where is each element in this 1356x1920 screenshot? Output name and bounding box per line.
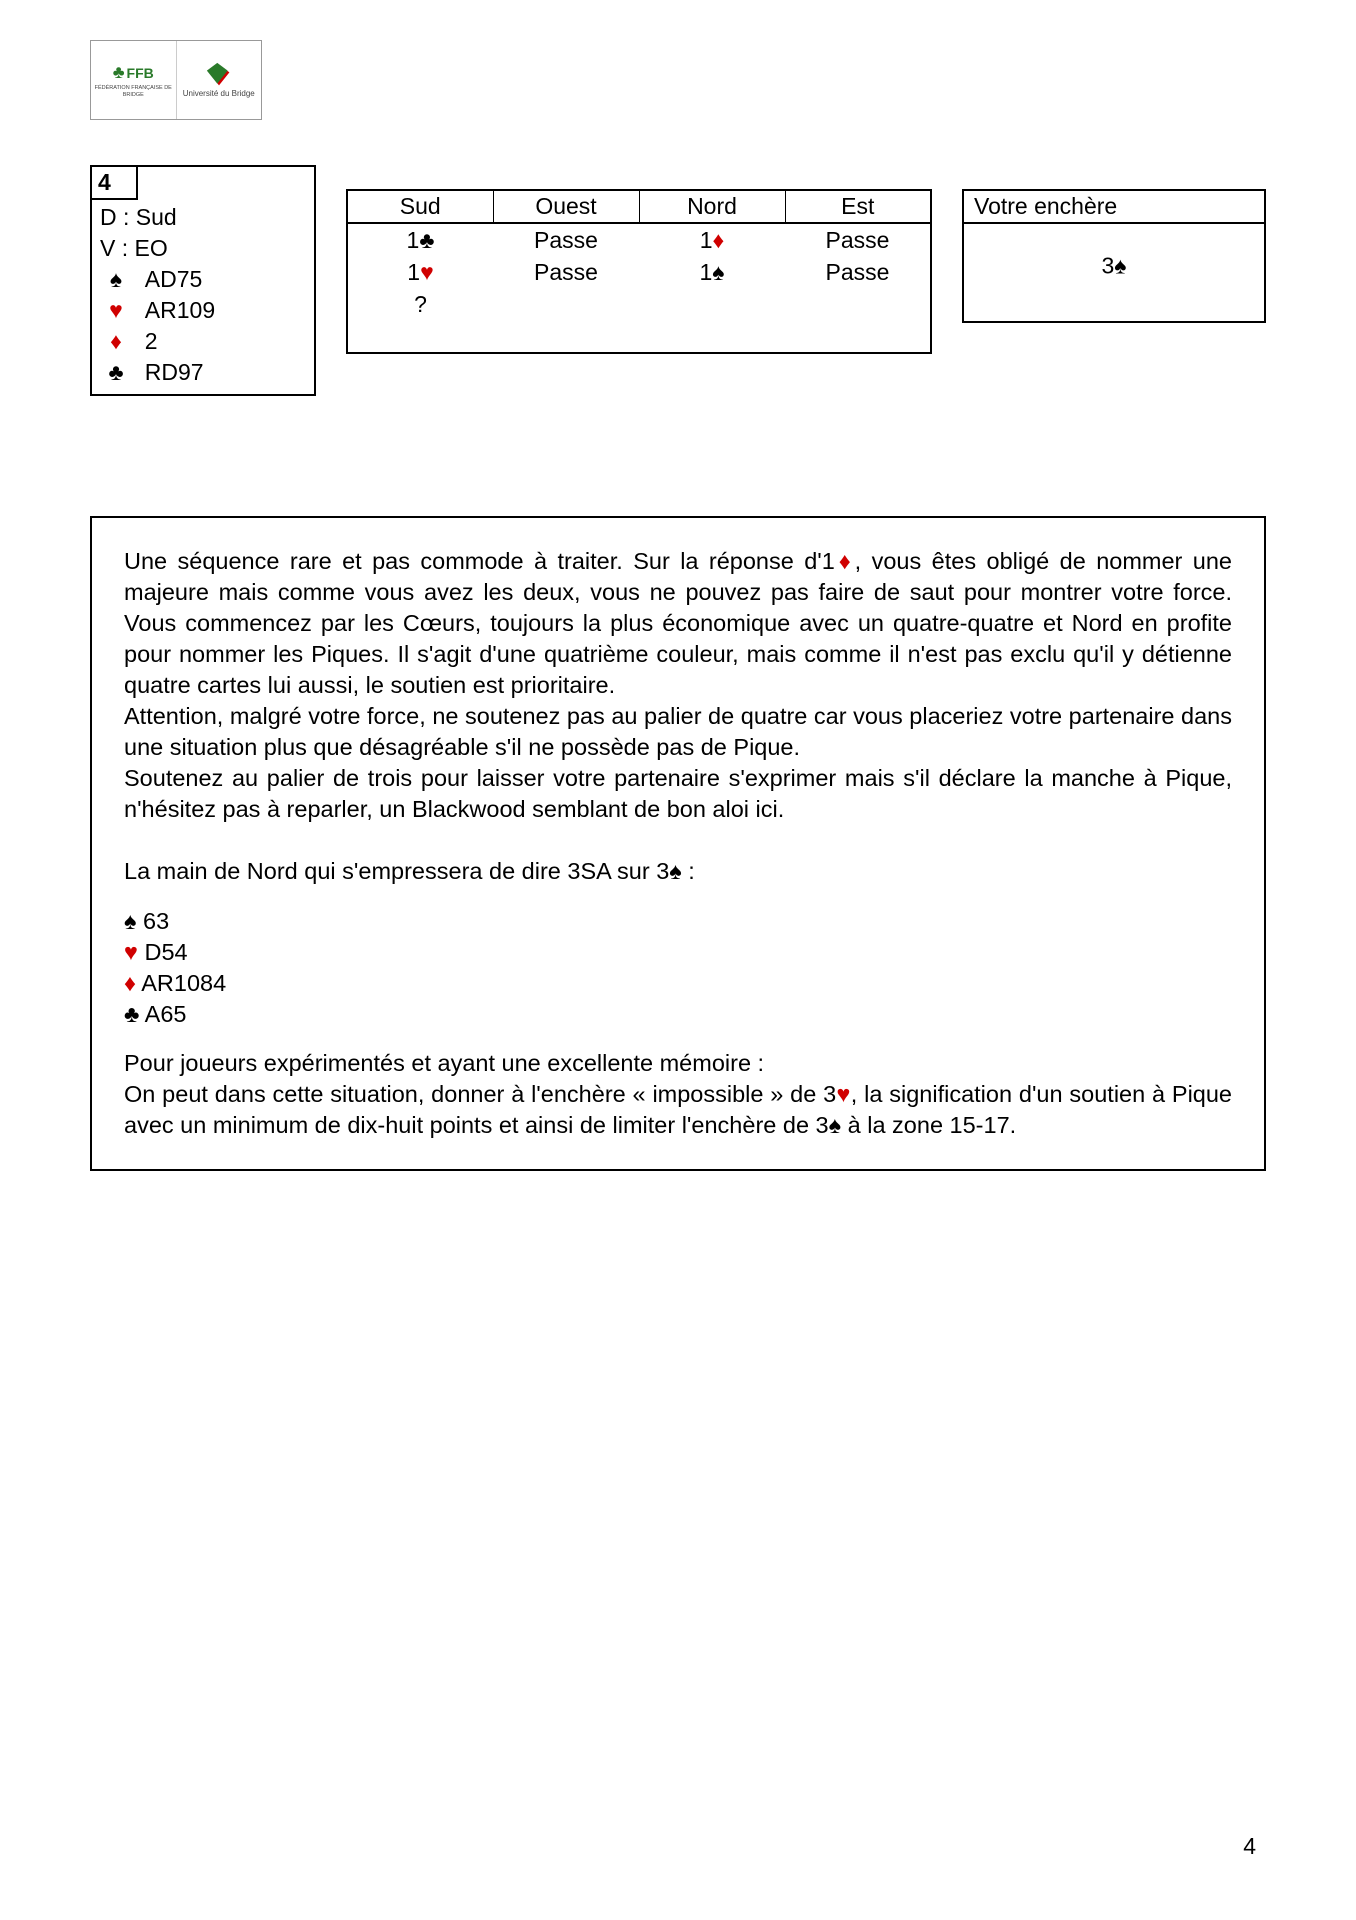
club-icon: ♣ (124, 1001, 139, 1027)
logo-ffb-text: FFB (127, 65, 154, 81)
hand-clubs: RD97 (145, 357, 204, 388)
logo: ♣FFB FÉDÉRATION FRANÇAISE DE BRIDGE Univ… (90, 40, 262, 120)
bid-cell: 1♥ (347, 256, 493, 288)
hand-diamonds: 2 (145, 326, 158, 357)
exp-p1a: Une séquence rare et pas commode à trait… (124, 548, 835, 574)
spade-icon: ♠ (669, 858, 681, 884)
diamond-icon: ♦ (835, 548, 855, 574)
bid-cell: 1♣ (347, 223, 493, 256)
bid-cell: Passe (785, 256, 931, 288)
answer-box: Votre enchère 3♠ (962, 189, 1266, 323)
vuln-label: V : (100, 233, 128, 264)
spade-icon: ♠ (829, 1112, 841, 1138)
exp-p4: Pour joueurs expérimentés et ayant une e… (124, 1048, 1232, 1079)
club-icon: ♣ (100, 357, 132, 388)
north-intro-b: : (682, 858, 695, 884)
hand-spades: AD75 (145, 264, 203, 295)
bid-cell (639, 320, 785, 353)
exp-p5a: On peut dans cette situation, donner à l… (124, 1081, 836, 1107)
exp-p2: Attention, malgré votre force, ne souten… (124, 701, 1232, 763)
deal-number: 4 (92, 167, 138, 200)
answer-bid-suit-icon: ♠ (1114, 253, 1126, 279)
heart-icon: ♥ (124, 939, 138, 965)
bid-cell (639, 288, 785, 320)
bid-cell: 1♦ (639, 223, 785, 256)
logo-univ-text: Université du Bridge (183, 90, 255, 98)
dealer: Sud (136, 202, 177, 233)
hand-hearts: AR109 (145, 295, 215, 326)
bid-cell (785, 320, 931, 353)
bid-cell (493, 320, 639, 353)
exp-p5c: à la zone 15-17. (841, 1112, 1016, 1138)
north-spades: 63 (143, 908, 169, 934)
north-hearts: D54 (144, 939, 187, 965)
bid-cell (785, 288, 931, 320)
bidding-table: SudOuestNordEst1♣Passe1♦Passe1♥Passe1♠Pa… (346, 189, 932, 354)
logo-diamond-icon (206, 62, 232, 88)
bid-cell: Passe (493, 223, 639, 256)
heart-icon: ♥ (100, 295, 132, 326)
diamond-icon: ♦ (100, 326, 132, 357)
north-clubs: A65 (145, 1001, 187, 1027)
bid-cell (493, 288, 639, 320)
bid-header: Est (785, 190, 931, 223)
explanation-box: Une séquence rare et pas commode à trait… (90, 516, 1266, 1170)
bid-cell: ? (347, 288, 493, 320)
bid-header: Sud (347, 190, 493, 223)
deal-box: 4 D : Sud V : EO ♠ AD75 ♥ AR109 ♦ 2 ♣ RD… (90, 165, 316, 396)
spade-icon: ♠ (124, 908, 136, 934)
bid-cell (347, 320, 493, 353)
logo-ffb-sub: FÉDÉRATION FRANÇAISE DE BRIDGE (91, 85, 176, 97)
answer-title: Votre enchère (964, 191, 1264, 224)
north-intro-a: La main de Nord qui s'empressera de dire… (124, 858, 669, 884)
bid-cell: 1♠ (639, 256, 785, 288)
heart-icon: ♥ (836, 1081, 851, 1107)
dealer-label: D : (100, 202, 129, 233)
diamond-icon: ♦ (124, 970, 136, 996)
north-diamonds: AR1084 (141, 970, 226, 996)
bid-header: Ouest (493, 190, 639, 223)
page-number: 4 (1243, 1833, 1256, 1860)
exp-p3: Soutenez au palier de trois pour laisser… (124, 763, 1232, 825)
bid-cell: Passe (785, 223, 931, 256)
vuln: EO (135, 233, 168, 264)
bid-header: Nord (639, 190, 785, 223)
bid-cell: Passe (493, 256, 639, 288)
spade-icon: ♠ (100, 264, 132, 295)
answer-bid-text: 3 (1101, 253, 1114, 279)
